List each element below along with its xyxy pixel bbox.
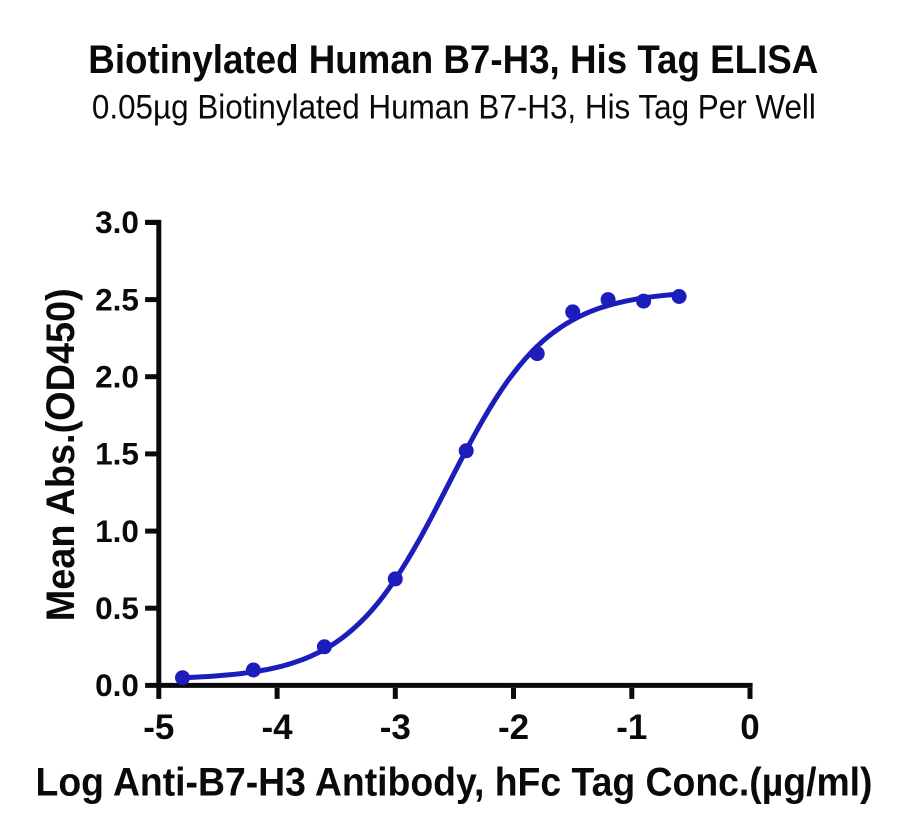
svg-text:0: 0: [740, 708, 759, 747]
svg-text:1.0: 1.0: [95, 513, 139, 549]
svg-text:2.0: 2.0: [95, 359, 139, 395]
svg-text:0.05µg Biotinylated Human B7-H: 0.05µg Biotinylated Human B7-H3, His Tag…: [92, 89, 816, 127]
svg-text:-3: -3: [380, 708, 411, 747]
svg-text:Biotinylated Human B7-H3, His: Biotinylated Human B7-H3, His Tag ELISA: [88, 38, 818, 82]
svg-text:0.0: 0.0: [95, 667, 139, 703]
svg-text:-4: -4: [262, 708, 294, 747]
svg-text:Log Anti-B7-H3 Antibody, hFc T: Log Anti-B7-H3 Antibody, hFc Tag Conc.(µ…: [36, 760, 873, 804]
svg-text:-1: -1: [616, 708, 647, 747]
svg-text:Mean Abs.(OD450): Mean Abs.(OD450): [39, 288, 83, 621]
svg-text:3.0: 3.0: [95, 204, 139, 240]
svg-text:1.5: 1.5: [95, 436, 139, 472]
svg-text:-5: -5: [143, 708, 174, 747]
svg-text:0.5: 0.5: [95, 590, 139, 626]
svg-text:-2: -2: [498, 708, 529, 747]
svg-text:2.5: 2.5: [95, 281, 139, 317]
